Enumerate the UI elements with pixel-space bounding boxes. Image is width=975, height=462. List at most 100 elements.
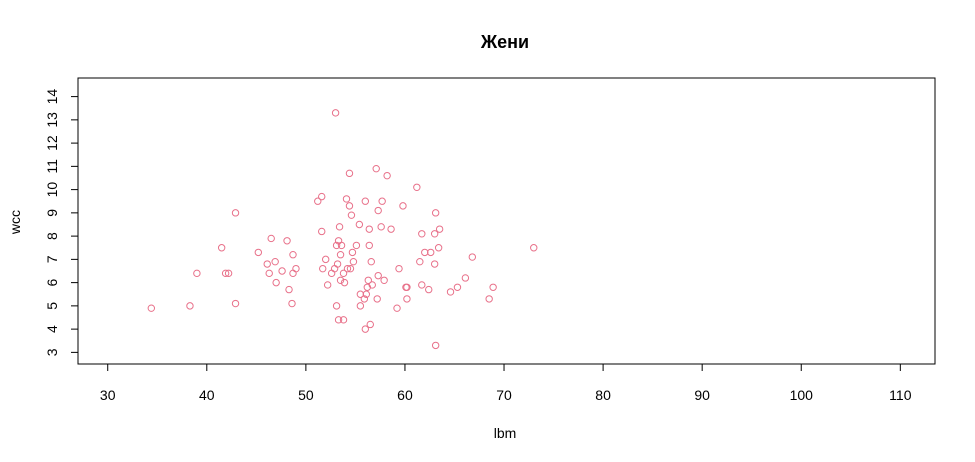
data-point (362, 290, 371, 298)
y-tick-label: 9 (44, 209, 60, 217)
data-point (403, 283, 411, 291)
data-point (356, 302, 365, 310)
y-tick-label: 11 (44, 159, 60, 174)
data-point (425, 285, 433, 294)
data-point (267, 234, 275, 243)
data-point (430, 230, 439, 238)
data-point (221, 269, 230, 278)
data-point (380, 276, 388, 284)
data-point (360, 295, 369, 303)
data-point (224, 269, 233, 278)
data-point (453, 283, 462, 291)
data-point (336, 251, 345, 259)
data-point (278, 267, 286, 275)
x-tick-label: 80 (595, 387, 611, 403)
data-point (395, 264, 403, 273)
data-point (372, 164, 380, 173)
x-tick-label: 90 (694, 387, 710, 403)
data-point (323, 281, 332, 289)
data-point (365, 241, 373, 250)
data-point (387, 225, 395, 233)
data-point (366, 320, 374, 329)
data-point (377, 223, 385, 231)
data-point (378, 197, 386, 205)
y-tick-label: 14 (44, 89, 60, 105)
data-point (147, 304, 156, 312)
y-tick-label: 10 (44, 182, 60, 198)
data-point (346, 264, 355, 273)
data-point (318, 227, 326, 236)
data-point (347, 211, 356, 219)
data-point (430, 260, 439, 268)
data-point (331, 109, 340, 117)
data-point (321, 255, 330, 264)
x-tick-label: 70 (496, 387, 512, 403)
data-point (333, 260, 342, 268)
data-point (345, 202, 354, 210)
data-point (332, 241, 341, 250)
y-tick-label: 13 (44, 112, 60, 128)
data-point (349, 257, 358, 266)
data-point (421, 248, 429, 257)
data-point (427, 248, 435, 257)
x-axis: 30 40 50 60 70 80 90 100 110 (100, 363, 912, 403)
y-tick-label: 12 (44, 135, 60, 151)
data-point (289, 251, 297, 259)
data-point (530, 244, 538, 252)
data-point (348, 248, 357, 257)
data-point (418, 281, 426, 289)
data-point (330, 264, 339, 273)
data-point (332, 302, 341, 310)
data-point (318, 192, 326, 201)
plot-frame (77, 77, 936, 365)
y-tick-label: 5 (44, 302, 60, 310)
data-point (345, 169, 354, 178)
data-point (365, 225, 373, 233)
data-point (186, 302, 194, 310)
data-point (254, 248, 263, 257)
data-point (367, 257, 375, 266)
data-point (339, 269, 348, 278)
data-point (340, 278, 349, 287)
data-point (334, 316, 343, 324)
data-point (271, 257, 279, 266)
data-point (352, 241, 361, 250)
x-tick-label: 60 (397, 387, 413, 403)
y-tick-label: 6 (44, 279, 60, 287)
data-point (319, 264, 327, 273)
x-tick-label: 100 (790, 387, 814, 403)
data-point (355, 220, 364, 229)
y-tick-label: 7 (44, 255, 60, 263)
data-point (289, 269, 297, 278)
data-point (374, 206, 382, 215)
y-axis-label: wcc (7, 210, 23, 235)
data-point (434, 244, 443, 252)
data-point (373, 295, 381, 303)
data-point (231, 299, 240, 308)
data-point (416, 257, 424, 266)
data-point (292, 264, 300, 273)
data-point (413, 183, 421, 191)
y-axis: 3 4 5 6 7 8 9 10 11 12 13 14 (44, 89, 79, 356)
data-point (339, 316, 348, 324)
data-point (374, 271, 382, 280)
data-point (489, 283, 497, 291)
data-point (393, 304, 401, 312)
data-point (265, 269, 273, 278)
data-point (327, 269, 336, 278)
data-point (435, 225, 444, 233)
data-point (403, 295, 411, 303)
data-point (283, 237, 291, 245)
data-point (314, 197, 322, 205)
data-point (272, 278, 280, 287)
data-point (336, 276, 345, 284)
chart-title: Жени (480, 32, 529, 52)
data-points (147, 109, 538, 350)
data-point (431, 341, 440, 350)
data-point (361, 197, 370, 205)
data-point (461, 274, 470, 282)
data-point (468, 253, 477, 261)
data-point (399, 202, 407, 210)
x-tick-label: 30 (100, 387, 116, 403)
data-point (418, 230, 426, 238)
